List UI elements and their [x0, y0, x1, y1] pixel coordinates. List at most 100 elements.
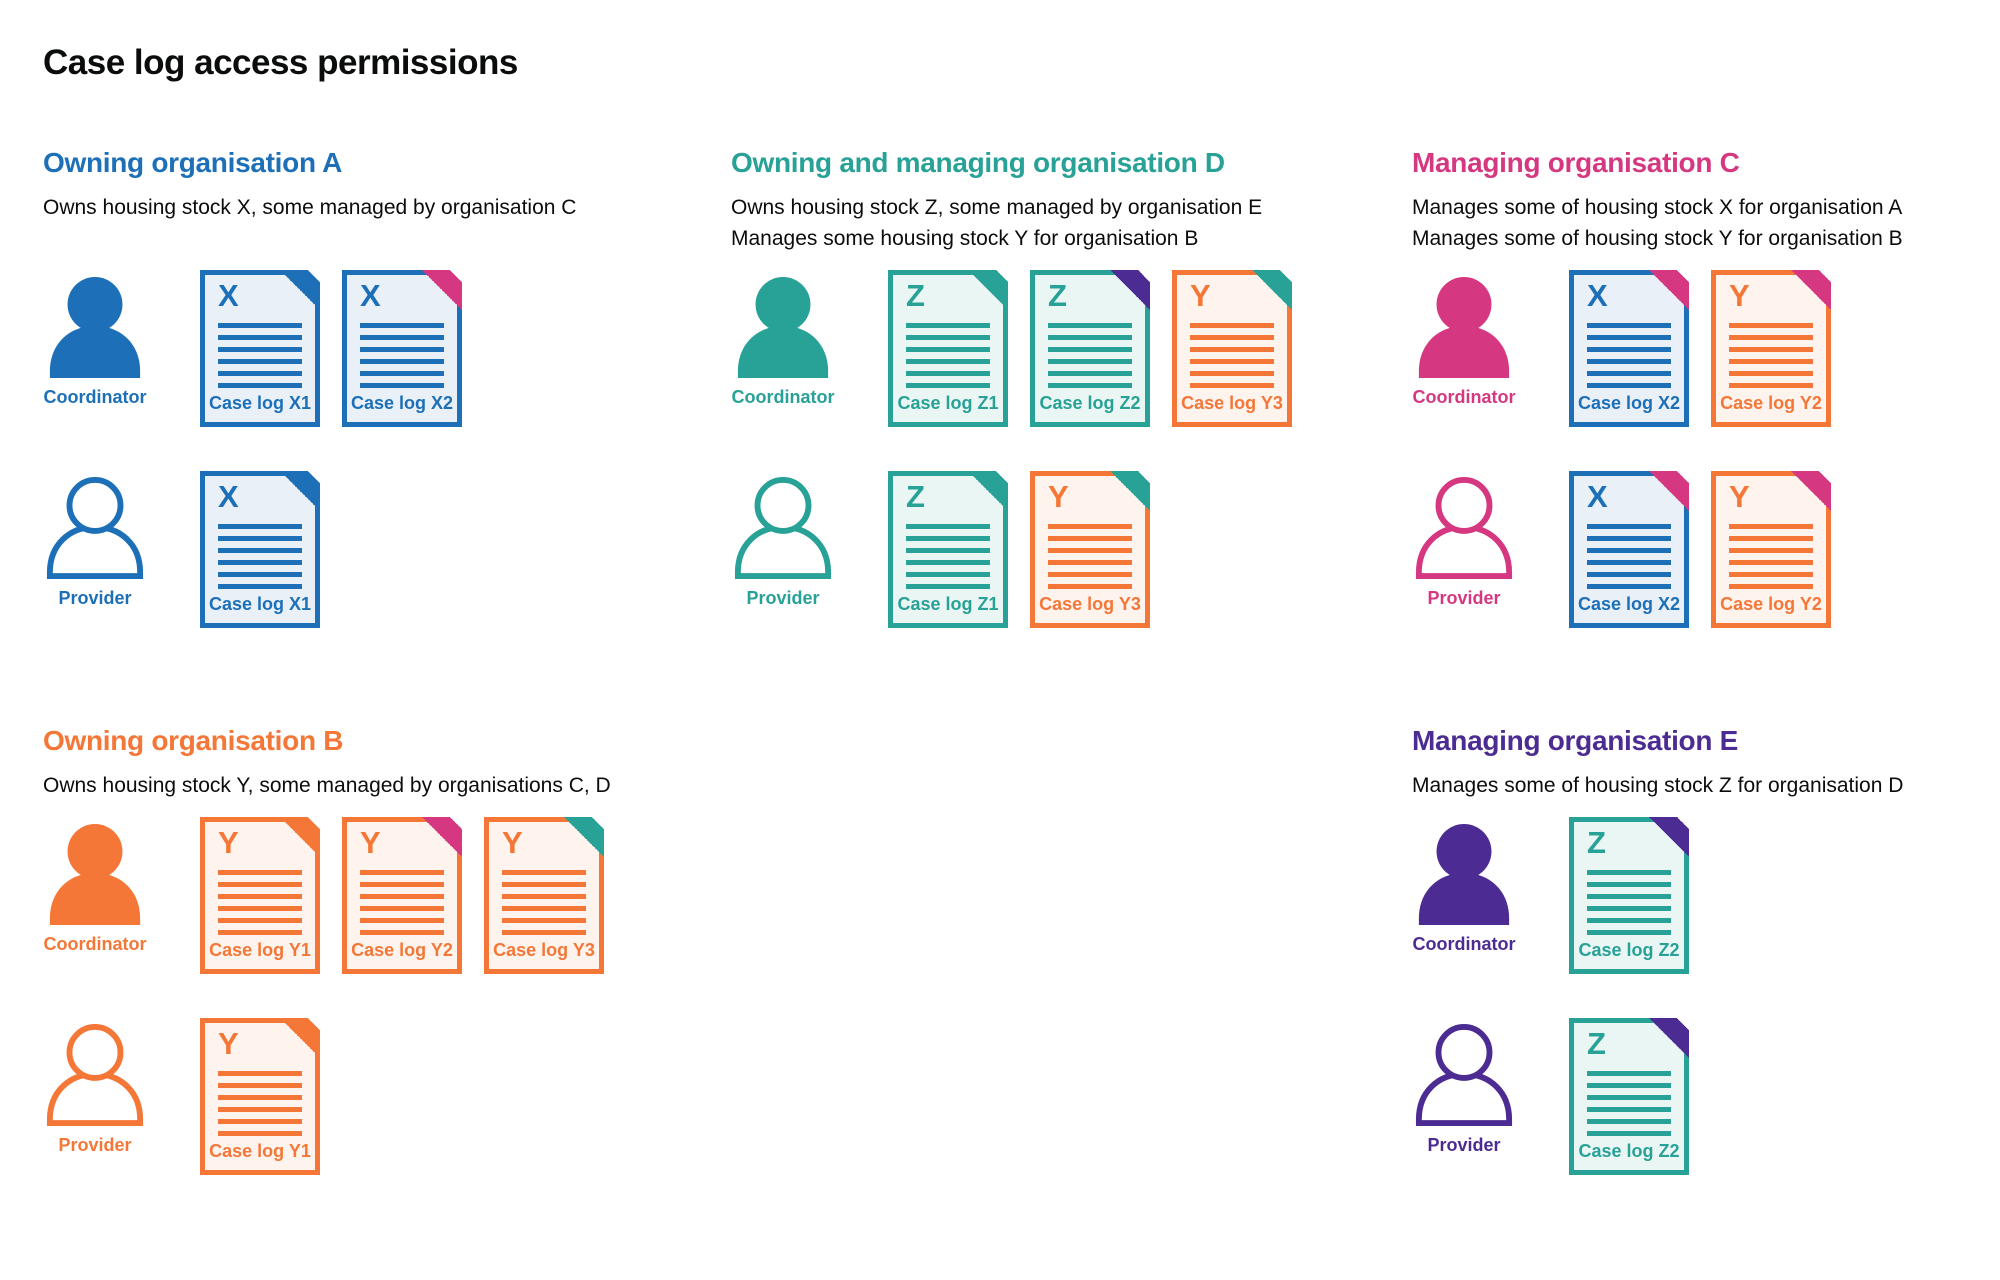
stock-letter: X [1587, 278, 1608, 313]
case-log-label: Case log X1 [208, 594, 312, 614]
document-lines-icon [218, 1071, 302, 1136]
coordinator-person: Coordinator [43, 276, 200, 408]
coordinator-person: Coordinator [1412, 823, 1569, 955]
case-log-label: Case log Z1 [897, 594, 999, 614]
coordinator-person: Coordinator [1412, 276, 1569, 408]
provider-row: Provider Z Case log Z1 Y [731, 471, 1412, 628]
case-log-document: Y Case log Y2 [1711, 471, 1831, 628]
case-log-label: Case log Y2 [1720, 594, 1822, 614]
description-line: Owns housing stock Z, some managed by or… [731, 196, 1263, 219]
folded-corner-icon [1791, 270, 1831, 310]
document-lines-icon [1587, 870, 1671, 935]
provider-person: Provider [1412, 477, 1569, 609]
stock-letter: Y [360, 825, 381, 860]
folded-corner-icon [422, 817, 462, 857]
folded-corner-icon [1649, 817, 1689, 857]
document-lines-icon [1729, 524, 1813, 589]
description-line: Manages some of housing stock Y for orga… [1412, 227, 1903, 250]
stock-letter: Y [1048, 479, 1069, 514]
section-description: Manages some of housing stock X for orga… [1412, 192, 1960, 254]
stock-letter: X [1587, 479, 1608, 514]
provider-row: Provider X Case log X1 [43, 471, 731, 628]
role-label: Coordinator [1412, 387, 1516, 407]
section-heading: Managing organisation E [1412, 725, 1739, 756]
document-lines-icon [218, 323, 302, 388]
folded-corner-icon [280, 471, 320, 511]
stock-letter: Y [1729, 479, 1750, 514]
person-filled-icon [44, 276, 146, 378]
coordinator-row: Coordinator X Case log X2 Y [1412, 270, 1960, 427]
folded-corner-icon [1791, 471, 1831, 511]
description-line: Owns housing stock X, some managed by or… [43, 196, 577, 219]
document-lines-icon [906, 323, 990, 388]
case-log-document: Y Case log Y3 [484, 817, 604, 974]
section-description: Owns housing stock Z, some managed by or… [731, 192, 1412, 254]
provider-person: Provider [43, 1024, 200, 1156]
provider-person: Provider [43, 477, 200, 609]
stock-letter: Z [1587, 1026, 1606, 1061]
role-label: Coordinator [43, 934, 147, 954]
coordinator-row: Coordinator X Case log X1 X [43, 270, 731, 427]
case-log-label: Case log Y2 [351, 940, 453, 960]
case-log-document: Y Case log Y1 [200, 1018, 320, 1175]
section-description: Owns housing stock Y, some managed by or… [43, 770, 731, 801]
person-outline-icon [44, 477, 146, 579]
section-owning-organisation-a: Owning organisation A Owns housing stock… [43, 146, 731, 628]
folded-corner-icon [1110, 270, 1150, 310]
folded-corner-icon [1110, 471, 1150, 511]
case-log-document: Y Case log Y2 [1711, 270, 1831, 427]
role-label: Provider [58, 1135, 132, 1155]
folded-corner-icon [1252, 270, 1292, 310]
coordinator-row: Coordinator Z Case log Z1 Z [731, 270, 1412, 427]
provider-row: Provider X Case log X2 Y [1412, 471, 1960, 628]
role-label: Provider [1427, 1135, 1501, 1155]
stock-letter: Z [906, 479, 925, 514]
description-line: Manages some of housing stock Z for orga… [1412, 774, 1904, 797]
section-heading: Owning organisation A [43, 147, 343, 178]
stock-letter: Z [1048, 278, 1067, 313]
case-log-document: Z Case log Z2 [1569, 1018, 1689, 1175]
document-lines-icon [1587, 323, 1671, 388]
stock-letter: X [218, 479, 239, 514]
section-description: Manages some of housing stock Z for orga… [1412, 770, 1960, 801]
stock-letter: Y [502, 825, 523, 860]
case-log-label: Case log Y3 [493, 940, 595, 960]
section-description: Owns housing stock X, some managed by or… [43, 192, 731, 254]
section-managing-organisation-e: Managing organisation E Manages some of … [1412, 724, 1960, 1175]
role-label: Provider [58, 588, 132, 608]
document-lines-icon [1048, 323, 1132, 388]
stock-letter: Y [218, 1026, 239, 1061]
role-label: Coordinator [731, 387, 835, 407]
stock-letter: Y [218, 825, 239, 860]
document-lines-icon [1190, 323, 1274, 388]
folded-corner-icon [280, 1018, 320, 1058]
case-log-label: Case log Y3 [1039, 594, 1141, 614]
document-lines-icon [360, 870, 444, 935]
stock-letter: X [218, 278, 239, 313]
case-log-document: Z Case log Z2 [1030, 270, 1150, 427]
case-log-document: Y Case log Y3 [1172, 270, 1292, 427]
case-log-document: Z Case log Z1 [888, 471, 1008, 628]
person-filled-icon [44, 823, 146, 925]
case-log-label: Case log Y2 [1720, 393, 1822, 413]
role-label: Coordinator [1412, 934, 1516, 954]
folded-corner-icon [968, 270, 1008, 310]
case-log-label: Case log Z2 [1039, 393, 1141, 413]
document-lines-icon [218, 524, 302, 589]
case-log-document: X Case log X2 [1569, 471, 1689, 628]
case-log-label: Case log Z2 [1578, 940, 1680, 960]
person-outline-icon [1413, 1024, 1515, 1126]
document-lines-icon [906, 524, 990, 589]
case-log-document: X Case log X2 [342, 270, 462, 427]
section-heading: Owning and managing organisation D [731, 147, 1225, 178]
case-log-label: Case log X2 [1577, 393, 1681, 413]
role-label: Provider [1427, 588, 1501, 608]
folded-corner-icon [564, 817, 604, 857]
section-owning-organisation-b: Owning organisation B Owns housing stock… [43, 724, 731, 1175]
case-log-document: X Case log X2 [1569, 270, 1689, 427]
person-filled-icon [732, 276, 834, 378]
role-label: Provider [746, 588, 820, 608]
role-label: Coordinator [43, 387, 147, 407]
section-heading: Managing organisation C [1412, 147, 1740, 178]
provider-person: Provider [731, 477, 888, 609]
